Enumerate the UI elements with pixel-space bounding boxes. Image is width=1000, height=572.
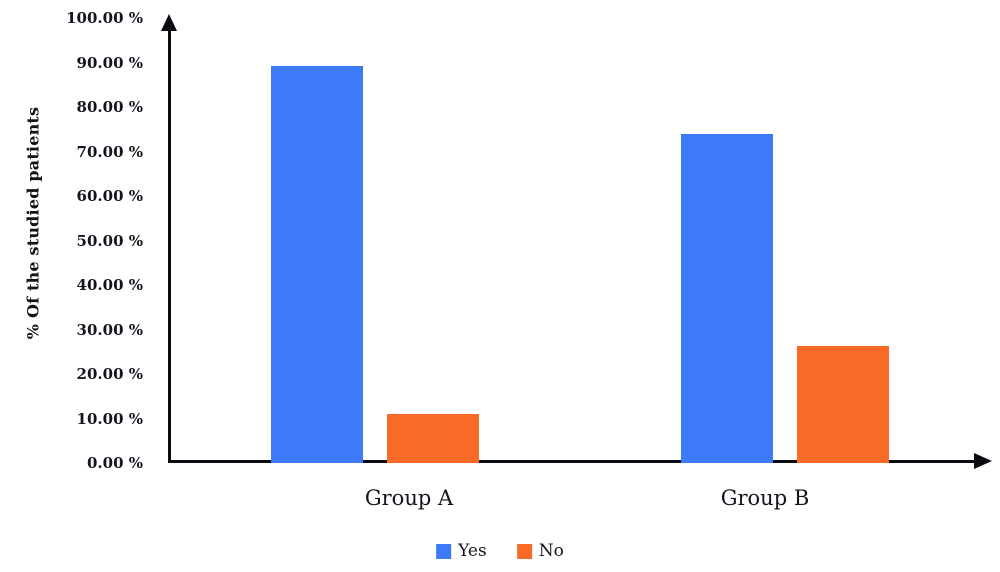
- legend-item-no: No: [516, 541, 564, 561]
- y-tick-label-90: 90.00 %: [76, 53, 143, 72]
- y-tick-label-10: 10.00 %: [76, 409, 143, 428]
- legend-item-yes: Yes: [436, 541, 487, 561]
- legend-label-yes: Yes: [458, 541, 487, 561]
- legend-swatch-no-icon: [516, 543, 532, 559]
- bar-group-b-yes: [681, 133, 773, 463]
- y-tick-label-0: 0.00 %: [86, 454, 143, 472]
- y-tick-label-50: 50.00 %: [76, 231, 143, 250]
- x-category-label-group-a: Group A: [364, 486, 454, 510]
- bar-group-a-yes: [271, 66, 363, 463]
- y-tick-label-80: 80.00 %: [76, 98, 143, 116]
- y-tick-label-70: 70.00 %: [76, 142, 143, 161]
- x-category-label-group-b: Group B: [720, 486, 810, 510]
- chart-legend: Yes No: [436, 541, 564, 561]
- y-axis-line: [168, 26, 171, 463]
- bar-group-a-no: [387, 414, 479, 463]
- y-tick-label-60: 60.00 %: [76, 187, 143, 205]
- y-tick-label-30: 30.00 %: [76, 320, 143, 339]
- y-axis-title: % Of the studied patients: [23, 106, 43, 340]
- x-axis-arrow-icon: [974, 453, 992, 469]
- y-axis-arrow-icon: [161, 14, 177, 31]
- legend-label-no: No: [538, 541, 564, 561]
- legend-swatch-yes-icon: [436, 543, 452, 559]
- y-tick-label-100: 100.00 %: [66, 9, 143, 27]
- x-axis-line: [168, 460, 976, 463]
- bar-group-b-no: [797, 346, 889, 463]
- y-tick-label-20: 20.00 %: [76, 365, 143, 383]
- y-tick-label-40: 40.00 %: [76, 276, 143, 294]
